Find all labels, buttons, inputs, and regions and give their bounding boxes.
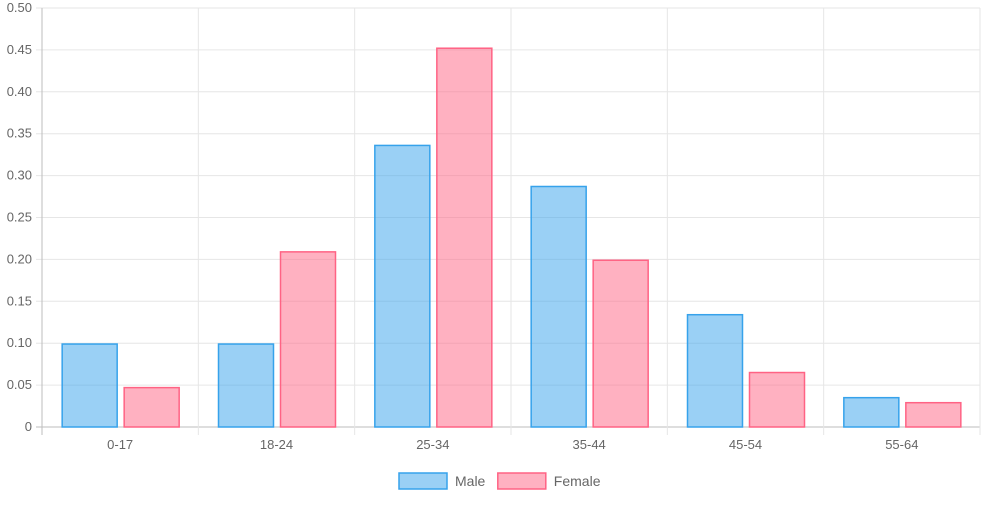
x-tick-label: 25-34 — [416, 437, 449, 452]
bar-female-55-64[interactable] — [905, 401, 962, 428]
grid-layer — [36, 7, 981, 435]
y-tick-label: 0.40 — [7, 84, 32, 99]
legend-item-male[interactable]: Male — [398, 472, 486, 490]
y-tick-label: 0.05 — [7, 377, 32, 392]
y-tick-label: 0.50 — [7, 0, 32, 15]
legend-swatch — [497, 472, 547, 490]
y-tick-label: 0.25 — [7, 210, 32, 225]
y-tick-label: 0.30 — [7, 168, 32, 183]
bar-male-45-54[interactable] — [686, 313, 744, 428]
bars-layer — [61, 47, 962, 428]
y-tick-label: 0.20 — [7, 251, 32, 266]
bar-female-18-24[interactable] — [279, 251, 337, 428]
y-tick-label: 0.10 — [7, 335, 32, 350]
x-tick-label: 0-17 — [107, 437, 133, 452]
x-tick-label: 35-44 — [573, 437, 606, 452]
y-tick-label: 0.35 — [7, 126, 32, 141]
bar-male-35-44[interactable] — [530, 185, 587, 428]
legend[interactable]: Male Female — [398, 472, 601, 490]
x-tick-label: 55-64 — [885, 437, 918, 452]
x-tick-label: 18-24 — [260, 437, 293, 452]
y-tick-label: 0.45 — [7, 42, 32, 57]
bar-male-55-64[interactable] — [843, 396, 900, 428]
x-tick-label: 45-54 — [729, 437, 762, 452]
bar-female-0-17[interactable] — [123, 386, 180, 428]
bar-female-45-54[interactable] — [748, 371, 806, 428]
bar-male-18-24[interactable] — [217, 343, 275, 428]
bar-female-25-34[interactable] — [436, 47, 493, 428]
bar-male-0-17[interactable] — [61, 343, 118, 428]
y-tick-label: 0 — [25, 419, 32, 434]
bar-male-25-34[interactable] — [374, 144, 431, 428]
legend-swatch — [398, 472, 448, 490]
legend-label: Female — [554, 473, 601, 489]
y-tick-label: 0.15 — [7, 293, 32, 308]
bar-female-35-44[interactable] — [592, 259, 649, 428]
legend-item-female[interactable]: Female — [497, 472, 601, 490]
legend-label: Male — [455, 473, 486, 489]
axes-layer: 0 0.05 0.10 0.15 0.20 0.25 0.30 0.35 0.40 0.45 0.5… — [7, 0, 919, 452]
